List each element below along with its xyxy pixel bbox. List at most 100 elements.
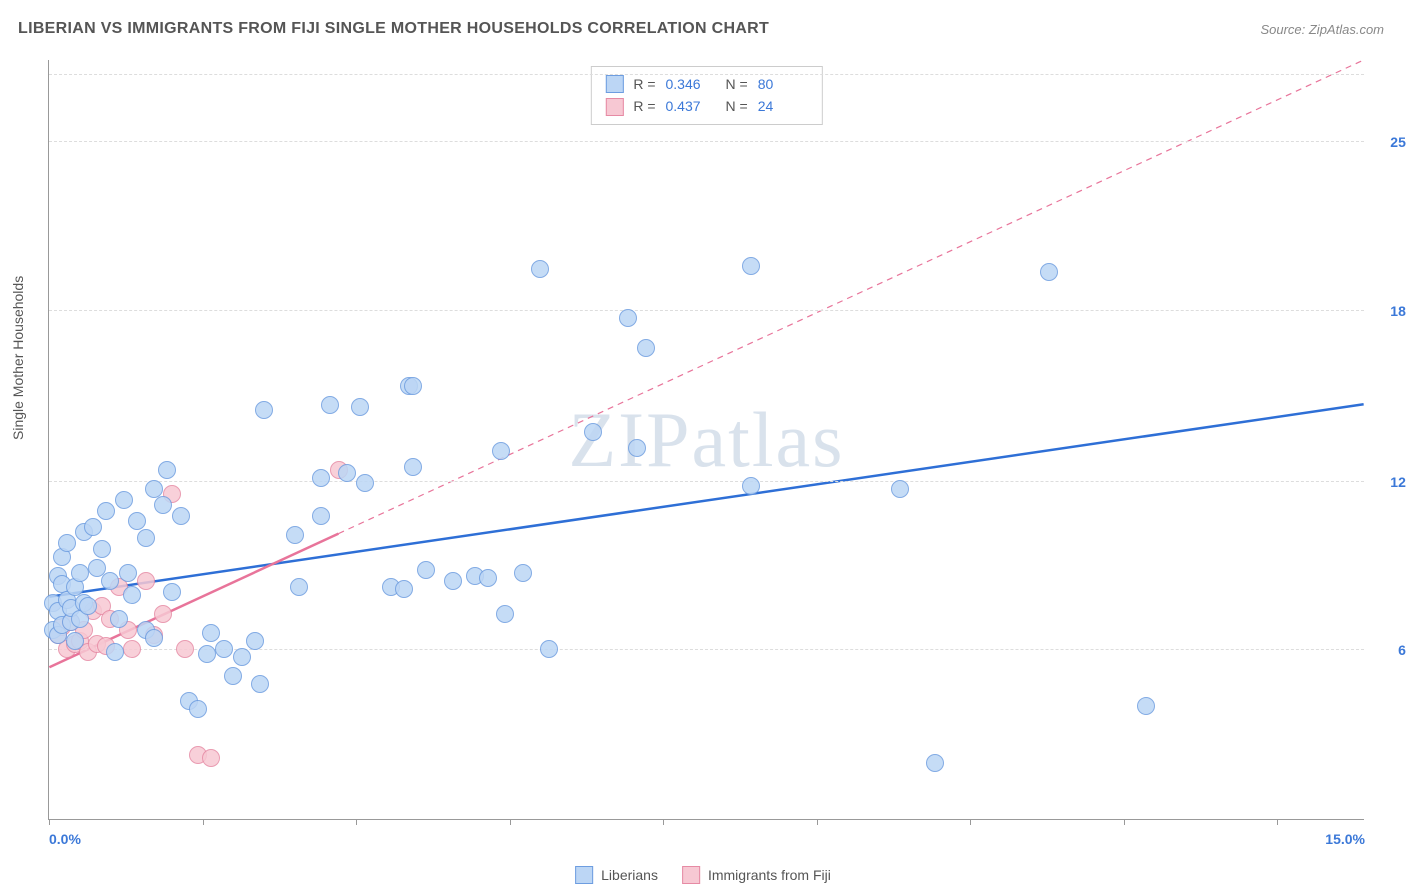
scatter-point-liberian <box>312 507 330 525</box>
scatter-point-liberian <box>312 469 330 487</box>
scatter-point-liberian <box>628 439 646 457</box>
scatter-point-liberian <box>356 474 374 492</box>
scatter-point-liberian <box>417 561 435 579</box>
scatter-point-liberian <box>926 754 944 772</box>
scatter-point-liberian <box>198 645 216 663</box>
stats-row: R = 0.437 N = 24 <box>605 95 807 117</box>
scatter-point-fiji <box>137 572 155 590</box>
scatter-point-fiji <box>202 749 220 767</box>
plot-area: ZIPatlas R = 0.346 N = 80R = 0.437 N = 2… <box>48 60 1364 820</box>
scatter-point-liberian <box>479 569 497 587</box>
scatter-point-liberian <box>444 572 462 590</box>
x-tick <box>663 819 664 825</box>
scatter-point-liberian <box>79 597 97 615</box>
scatter-point-liberian <box>93 540 111 558</box>
legend-label: Liberians <box>601 867 658 883</box>
scatter-point-liberian <box>290 578 308 596</box>
x-tick <box>510 819 511 825</box>
scatter-point-fiji <box>176 640 194 658</box>
scatter-point-liberian <box>742 477 760 495</box>
scatter-point-liberian <box>189 700 207 718</box>
stat-r-value: 0.437 <box>666 95 716 117</box>
scatter-point-liberian <box>202 624 220 642</box>
gridline: 25.0% <box>49 141 1364 142</box>
scatter-point-liberian <box>58 534 76 552</box>
watermark: ZIPatlas <box>569 395 845 485</box>
scatter-point-liberian <box>110 610 128 628</box>
scatter-point-liberian <box>246 632 264 650</box>
legend-bottom: Liberians Immigrants from Fiji <box>575 866 831 884</box>
scatter-point-liberian <box>321 396 339 414</box>
scatter-point-liberian <box>351 398 369 416</box>
stat-r-label: R = <box>633 95 655 117</box>
scatter-point-liberian <box>742 257 760 275</box>
scatter-point-liberian <box>255 401 273 419</box>
y-tick-label: 18.8% <box>1370 303 1406 319</box>
scatter-point-liberian <box>158 461 176 479</box>
x-tick <box>1124 819 1125 825</box>
scatter-point-liberian <box>233 648 251 666</box>
x-tick-label: 0.0% <box>49 831 81 847</box>
scatter-point-fiji <box>154 605 172 623</box>
swatch-icon <box>575 866 593 884</box>
scatter-point-liberian <box>404 458 422 476</box>
scatter-point-liberian <box>514 564 532 582</box>
x-tick <box>970 819 971 825</box>
stat-n-value: 24 <box>758 95 808 117</box>
scatter-point-liberian <box>531 260 549 278</box>
scatter-point-liberian <box>224 667 242 685</box>
scatter-point-liberian <box>496 605 514 623</box>
y-axis-label: Single Mother Households <box>10 276 26 440</box>
scatter-point-fiji <box>123 640 141 658</box>
scatter-point-liberian <box>619 309 637 327</box>
swatch-icon <box>682 866 700 884</box>
stat-n-value: 80 <box>758 73 808 95</box>
scatter-point-liberian <box>395 580 413 598</box>
scatter-point-liberian <box>1040 263 1058 281</box>
stats-row: R = 0.346 N = 80 <box>605 73 807 95</box>
scatter-point-liberian <box>286 526 304 544</box>
chart-title: LIBERIAN VS IMMIGRANTS FROM FIJI SINGLE … <box>18 20 769 38</box>
scatter-point-liberian <box>71 564 89 582</box>
scatter-point-liberian <box>891 480 909 498</box>
scatter-point-liberian <box>101 572 119 590</box>
y-tick-label: 6.3% <box>1370 642 1406 658</box>
scatter-point-liberian <box>145 629 163 647</box>
scatter-point-liberian <box>145 480 163 498</box>
stat-n-label: N = <box>726 73 748 95</box>
swatch-icon <box>605 75 623 93</box>
scatter-point-liberian <box>637 339 655 357</box>
scatter-point-liberian <box>404 377 422 395</box>
scatter-point-liberian <box>137 529 155 547</box>
source-attribution: Source: ZipAtlas.com <box>1260 22 1384 37</box>
scatter-point-liberian <box>1137 697 1155 715</box>
scatter-point-liberian <box>163 583 181 601</box>
y-tick-label: 12.5% <box>1370 474 1406 490</box>
stats-box: R = 0.346 N = 80R = 0.437 N = 24 <box>590 66 822 125</box>
scatter-point-liberian <box>492 442 510 460</box>
legend-label: Immigrants from Fiji <box>708 867 831 883</box>
y-tick-label: 25.0% <box>1370 134 1406 150</box>
gridline: 18.8% <box>49 310 1364 311</box>
gridline: 12.5% <box>49 481 1364 482</box>
scatter-point-liberian <box>128 512 146 530</box>
scatter-point-liberian <box>115 491 133 509</box>
scatter-point-liberian <box>338 464 356 482</box>
scatter-point-liberian <box>540 640 558 658</box>
scatter-point-liberian <box>84 518 102 536</box>
scatter-point-liberian <box>66 632 84 650</box>
x-tick-label: 15.0% <box>1325 831 1365 847</box>
x-tick <box>49 819 50 825</box>
scatter-point-liberian <box>154 496 172 514</box>
stat-n-label: N = <box>726 95 748 117</box>
legend-item: Liberians <box>575 866 658 884</box>
stat-r-label: R = <box>633 73 655 95</box>
legend-item: Immigrants from Fiji <box>682 866 831 884</box>
scatter-point-liberian <box>106 643 124 661</box>
trend-lines-svg <box>49 60 1364 819</box>
scatter-point-liberian <box>119 564 137 582</box>
scatter-point-liberian <box>584 423 602 441</box>
stat-r-value: 0.346 <box>666 73 716 95</box>
scatter-point-liberian <box>172 507 190 525</box>
x-tick <box>203 819 204 825</box>
